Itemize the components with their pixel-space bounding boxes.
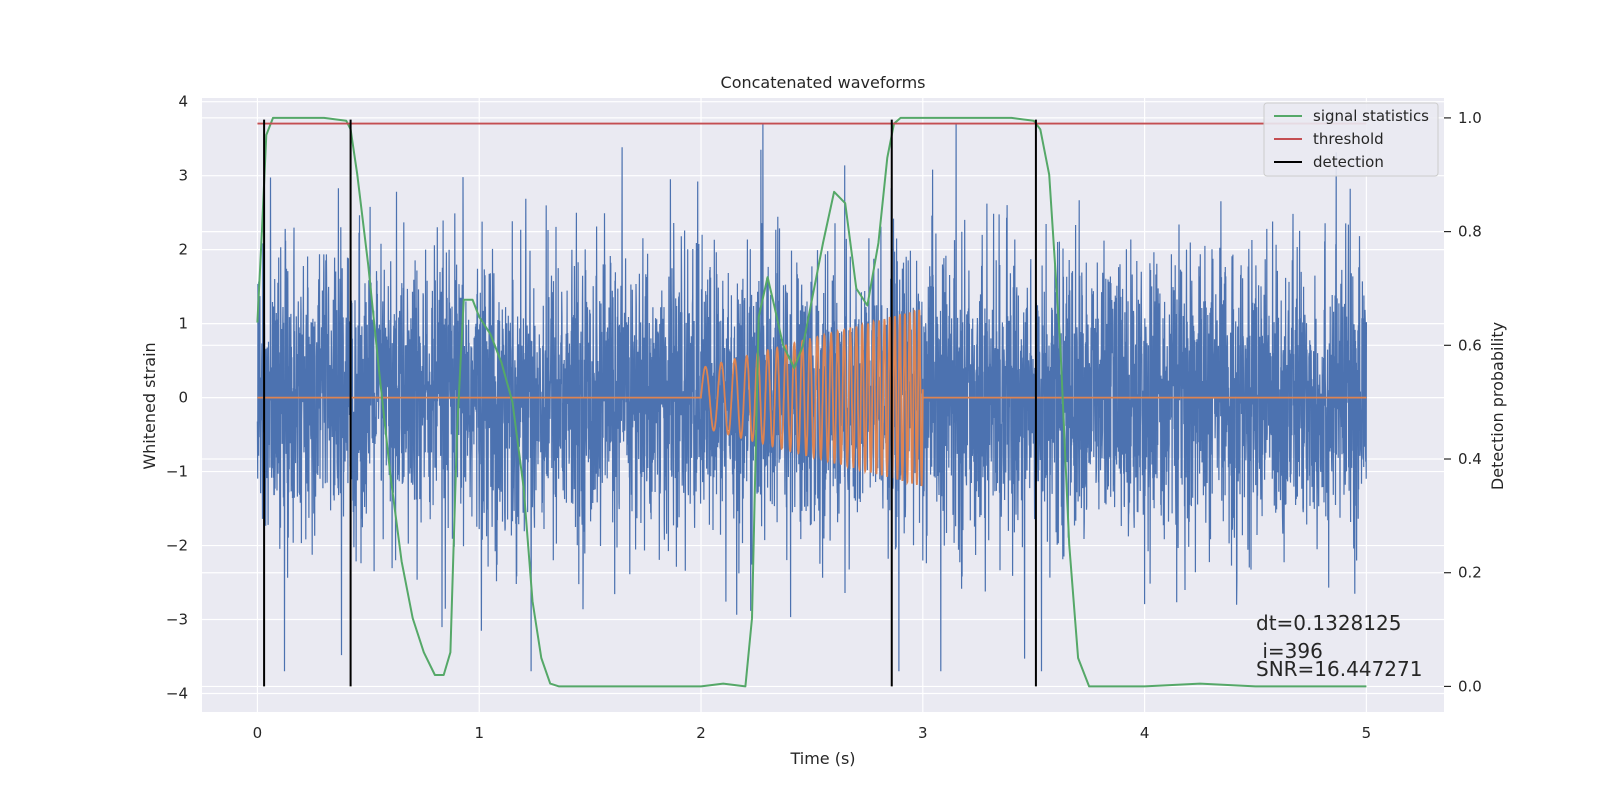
x-tick-label: 2 <box>696 724 706 742</box>
detection-series <box>263 119 1037 687</box>
y2-tick-label: 1.0 <box>1458 109 1482 127</box>
x-tick-label: 0 <box>253 724 263 742</box>
legend-label-detection: detection <box>1313 153 1384 171</box>
y2-tick-label: 0.4 <box>1458 450 1482 468</box>
strain-line <box>256 123 1367 672</box>
y-tick-label: −1 <box>166 463 188 481</box>
y-tick-label: −4 <box>166 685 188 703</box>
strain-series <box>256 123 1367 672</box>
annotation-index: i=396 <box>1256 639 1323 663</box>
y2-axis-ticks: 0.0 0.2 0.4 0.6 0.8 1.0 <box>1444 109 1482 695</box>
y2-tick-label: 0.2 <box>1458 564 1482 582</box>
chart-title: Concatenated waveforms <box>721 73 926 92</box>
signal-statistics-line <box>256 116 1367 688</box>
legend-label-signal-statistics: signal statistics <box>1313 107 1429 125</box>
x-tick-label: 3 <box>918 724 928 742</box>
y-axis-label: Whitened strain <box>140 342 159 469</box>
x-tick-label: 5 <box>1362 724 1372 742</box>
x-axis-ticks: 0 1 2 3 4 5 <box>253 724 1371 742</box>
signal-statistics-series <box>256 116 1367 688</box>
y-tick-label: −2 <box>166 537 188 555</box>
y-tick-label: 3 <box>178 167 188 185</box>
x-axis-label: Time (s) <box>789 749 855 768</box>
x-tick-label: 1 <box>474 724 484 742</box>
legend-box <box>1263 102 1439 177</box>
y-axis-ticks: −4 −3 −2 −1 0 1 2 3 4 <box>166 93 188 703</box>
y2-tick-label: 0.0 <box>1458 677 1482 695</box>
y-tick-label: −3 <box>166 611 188 629</box>
y2-tick-label: 0.6 <box>1458 336 1482 354</box>
legend: signal statistics threshold detection <box>1263 102 1439 177</box>
y-tick-label: 2 <box>178 241 188 259</box>
annotation-block: dt=0.1328125 i=396 SNR=16.447271 <box>1256 611 1422 681</box>
y2-tick-label: 0.8 <box>1458 223 1482 241</box>
y-tick-label: 0 <box>178 389 188 407</box>
injection-line <box>257 309 1367 487</box>
y-tick-label: 1 <box>178 315 188 333</box>
annotation-snr: SNR=16.447271 <box>1256 657 1422 681</box>
y-tick-label: 4 <box>178 93 188 111</box>
annotation-dt: dt=0.1328125 <box>1256 611 1401 635</box>
legend-label-threshold: threshold <box>1313 130 1384 148</box>
x-tick-label: 4 <box>1140 724 1150 742</box>
injection-series <box>257 309 1367 487</box>
y2-axis-label: Detection probability <box>1488 322 1507 490</box>
